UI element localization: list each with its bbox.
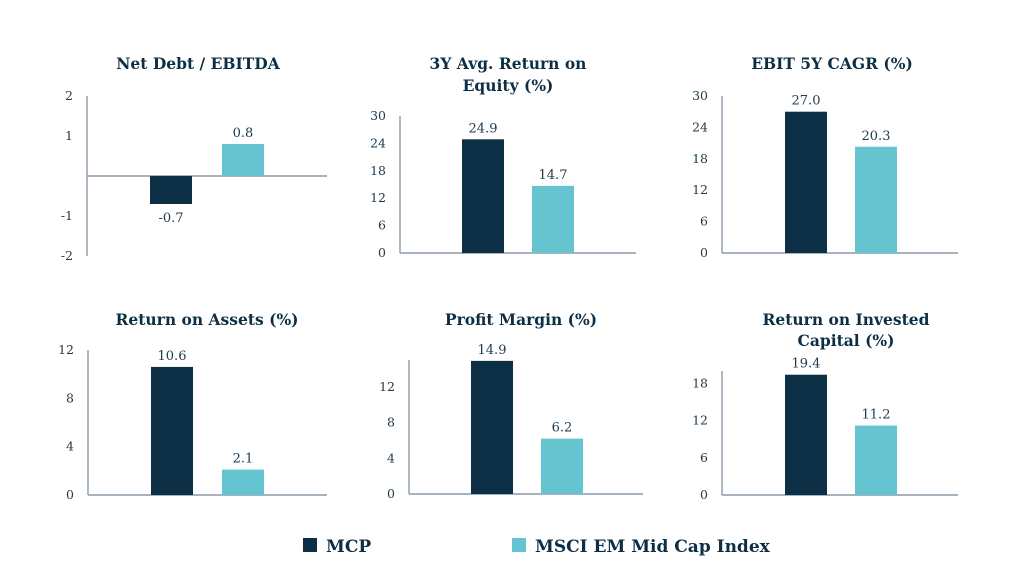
y-tick-label: 30 — [370, 108, 386, 123]
y-tick-label: 12 — [370, 190, 386, 205]
bar-mcp — [151, 366, 193, 495]
y-tick-label: 0 — [700, 487, 708, 502]
chart-title: Capital (%) — [798, 331, 895, 350]
data-label: 20.3 — [862, 129, 891, 144]
chart-roic: Return on Invested Capital (%) 0 6 12 18 19.4 1… — [692, 310, 958, 502]
y-tick-label: 1 — [65, 128, 73, 143]
bar-mcp — [785, 111, 827, 253]
bar-msci-em-mid-cap — [855, 146, 897, 253]
data-label: 10.6 — [158, 349, 187, 364]
bar-msci-em-mid-cap — [222, 469, 264, 495]
legend-swatch-index — [512, 538, 526, 552]
legend-swatch-mcp — [303, 538, 317, 552]
chart-roa: Return on Assets (%) 0 4 8 12 10.6 2.1 — [58, 310, 327, 502]
legend: MCP MSCI EM Mid Cap Index — [303, 537, 771, 557]
chart-ebit-cagr-5y: EBIT 5Y CAGR (%) 0 6 12 18 24 30 27.0 20.3 — [692, 54, 958, 260]
y-tick-label: 8 — [387, 415, 395, 430]
data-label: 19.4 — [792, 357, 821, 372]
data-label: 2.1 — [233, 452, 254, 467]
y-tick-label: 2 — [65, 88, 73, 103]
y-tick-label: 6 — [700, 450, 708, 465]
y-tick-label: 12 — [692, 413, 708, 428]
chart-title: Equity (%) — [463, 76, 554, 95]
data-label: 6.2 — [552, 421, 573, 436]
data-label: 0.8 — [233, 126, 254, 141]
bar-mcp — [785, 374, 827, 495]
bar-msci-em-mid-cap — [532, 185, 574, 253]
data-label: 14.7 — [539, 168, 568, 183]
bar-msci-em-mid-cap — [855, 425, 897, 495]
y-tick-label: 18 — [370, 163, 386, 178]
y-tick-label: 12 — [692, 182, 708, 197]
bar-mcp — [462, 139, 504, 253]
y-tick-label: 4 — [387, 450, 395, 465]
y-tick-label: 4 — [66, 439, 74, 454]
bar-msci-em-mid-cap — [222, 144, 264, 176]
chart-title: Net Debt / EBITDA — [116, 54, 280, 73]
y-tick-label: 30 — [692, 88, 708, 103]
data-label: 24.9 — [469, 121, 498, 136]
y-tick-label: 24 — [370, 135, 386, 150]
y-tick-label: 0 — [387, 486, 395, 501]
legend-label-mcp: MCP — [326, 537, 371, 557]
y-tick-label: 24 — [692, 119, 708, 134]
chart-title: Return on Invested — [763, 310, 930, 329]
y-tick-label: 0 — [700, 245, 708, 260]
y-tick-label: -1 — [61, 208, 73, 223]
y-tick-label: 6 — [378, 218, 386, 233]
y-tick-label: 6 — [700, 214, 708, 229]
data-label: 27.0 — [792, 94, 821, 109]
chart-title: Profit Margin (%) — [445, 310, 597, 329]
bar-mcp — [471, 360, 513, 494]
bar-mcp — [150, 176, 192, 204]
y-tick-label: 0 — [66, 487, 74, 502]
chart-net-debt-ebitda: Net Debt / EBITDA 2 1 -1 -2 -0.7 0.8 — [61, 54, 327, 263]
y-tick-label: 12 — [58, 342, 74, 357]
y-tick-label: 12 — [379, 379, 395, 394]
legend-label-index: MSCI EM Mid Cap Index — [535, 537, 771, 557]
chart-profit-margin: Profit Margin (%) 0 4 8 12 14.9 6.2 — [379, 310, 643, 501]
data-label: 14.9 — [478, 343, 507, 358]
y-tick-label: 8 — [66, 390, 74, 405]
bar-msci-em-mid-cap — [541, 438, 583, 494]
data-label: 11.2 — [862, 408, 891, 423]
y-tick-label: 18 — [692, 151, 708, 166]
y-tick-label: 18 — [692, 375, 708, 390]
y-tick-label: 0 — [378, 245, 386, 260]
chart-title: 3Y Avg. Return on — [430, 54, 587, 73]
chart-roe-3y: 3Y Avg. Return on Equity (%) 0 6 12 18 24 30 24.… — [370, 54, 636, 260]
chart-title: EBIT 5Y CAGR (%) — [751, 54, 913, 73]
data-label: -0.7 — [158, 211, 183, 226]
y-tick-label: -2 — [61, 248, 73, 263]
chart-title: Return on Assets (%) — [115, 310, 298, 329]
